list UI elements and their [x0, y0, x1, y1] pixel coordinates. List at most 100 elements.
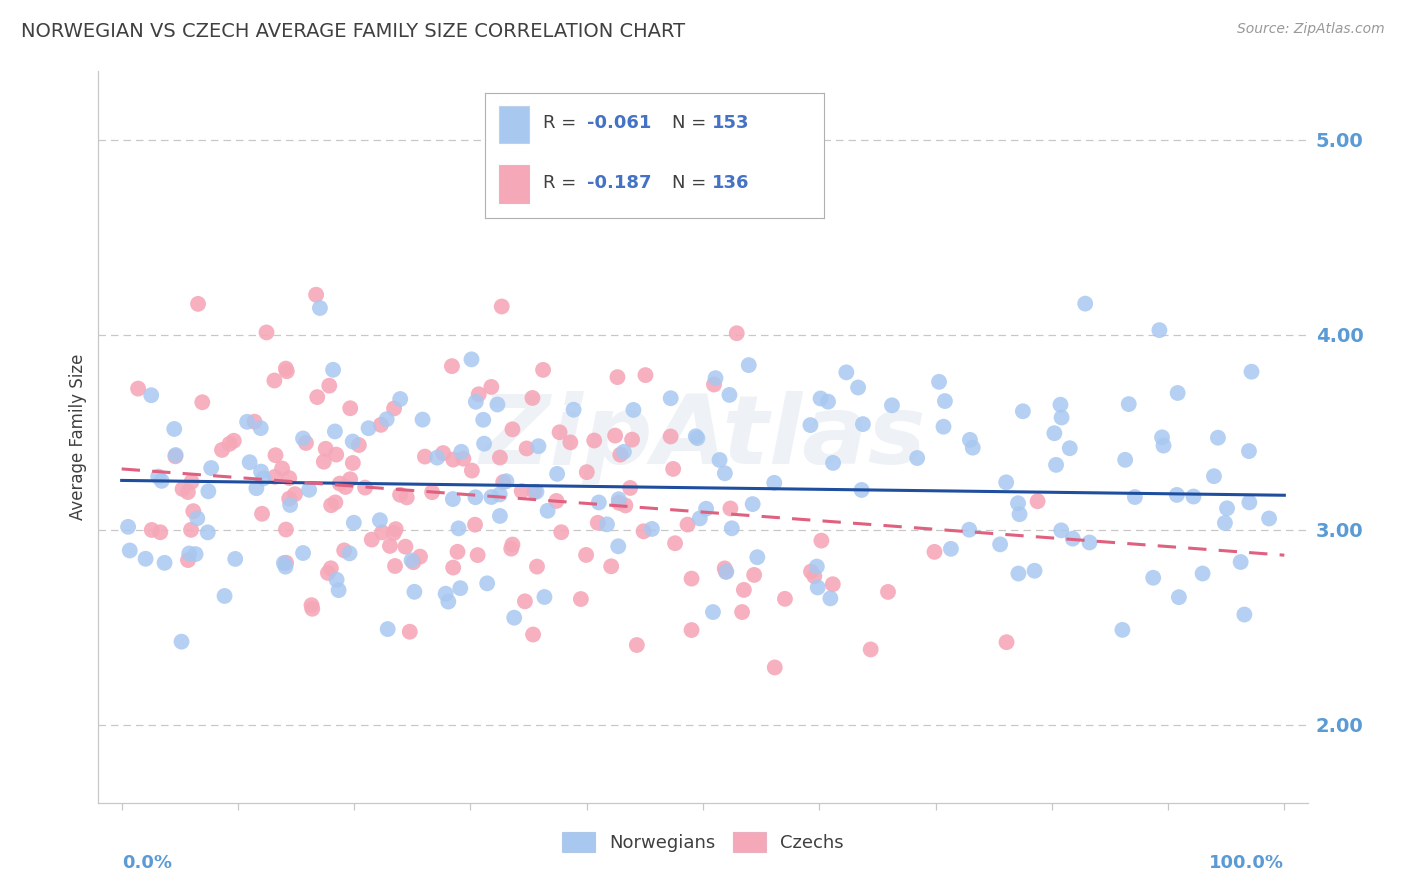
Point [464, 394, 486, 409]
Point [501, 422, 523, 436]
Point [446, 545, 468, 559]
Point [472, 436, 495, 450]
Point [575, 548, 598, 562]
Point [501, 541, 523, 556]
Point [335, 480, 357, 494]
Point [218, 437, 240, 451]
Point [148, 469, 170, 483]
Point [401, 553, 423, 567]
Point [368, 513, 391, 527]
Point [810, 392, 832, 406]
Point [714, 565, 737, 579]
Point [835, 365, 858, 379]
Point [1024, 564, 1046, 578]
Point [533, 590, 555, 604]
Point [274, 556, 297, 570]
Point [522, 627, 544, 641]
Point [200, 461, 222, 475]
Point [703, 377, 725, 392]
Point [274, 361, 297, 376]
Point [377, 622, 399, 636]
Point [1191, 566, 1213, 581]
Point [278, 498, 301, 512]
Point [453, 451, 475, 466]
Point [434, 587, 457, 601]
Point [316, 566, 339, 580]
Point [256, 326, 278, 340]
Point [172, 482, 194, 496]
Point [773, 591, 796, 606]
Point [211, 442, 233, 457]
Point [664, 536, 686, 550]
Point [127, 382, 149, 396]
Point [479, 380, 502, 394]
Point [605, 428, 627, 442]
Point [117, 520, 139, 534]
Point [449, 581, 471, 595]
Point [527, 439, 550, 453]
Point [149, 525, 172, 540]
Point [395, 491, 418, 505]
Point [702, 605, 724, 619]
Point [181, 504, 204, 518]
Text: 0.0%: 0.0% [122, 854, 172, 872]
Point [1050, 410, 1073, 425]
Point [1118, 397, 1140, 411]
Point [686, 431, 709, 445]
Point [263, 374, 285, 388]
Point [596, 517, 619, 532]
Point [1167, 386, 1189, 401]
Point [165, 448, 187, 462]
Point [1045, 458, 1067, 472]
Point [716, 565, 738, 579]
Point [301, 601, 323, 615]
Point [607, 496, 630, 510]
Point [492, 475, 515, 489]
Point [924, 545, 946, 559]
Point [467, 387, 489, 401]
Point [357, 421, 380, 435]
Point [437, 594, 460, 608]
Point [1074, 296, 1097, 310]
Point [562, 402, 585, 417]
Point [284, 487, 307, 501]
Point [371, 525, 394, 540]
Point [1202, 469, 1225, 483]
Point [846, 380, 869, 394]
Point [481, 490, 503, 504]
Point [339, 546, 361, 560]
Point [135, 551, 157, 566]
Point [641, 522, 664, 536]
Point [475, 576, 498, 591]
Point [333, 543, 356, 558]
Point [179, 546, 201, 560]
Point [273, 556, 295, 570]
Point [325, 448, 347, 462]
Point [523, 484, 546, 499]
Point [531, 363, 554, 377]
Point [186, 511, 208, 525]
Point [398, 624, 420, 639]
Point [312, 455, 335, 469]
Point [995, 475, 1018, 490]
Point [472, 413, 495, 427]
Point [799, 418, 821, 433]
Point [676, 517, 699, 532]
Point [141, 523, 163, 537]
Point [325, 573, 347, 587]
Point [807, 581, 830, 595]
Point [962, 441, 984, 455]
Point [503, 610, 526, 624]
Point [384, 522, 406, 536]
Point [409, 549, 432, 564]
Point [187, 297, 209, 311]
Text: Source: ZipAtlas.com: Source: ZipAtlas.com [1237, 22, 1385, 37]
Point [1026, 494, 1049, 508]
Point [170, 634, 193, 648]
Point [988, 537, 1011, 551]
Point [153, 556, 176, 570]
Point [633, 524, 655, 539]
Point [905, 450, 928, 465]
Point [118, 543, 141, 558]
Point [1150, 430, 1173, 444]
